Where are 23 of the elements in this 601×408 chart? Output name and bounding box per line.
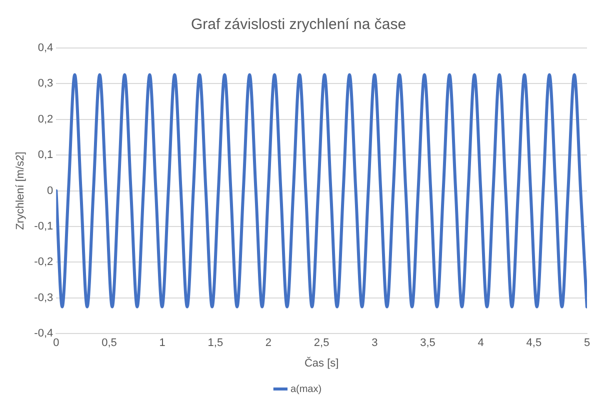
legend-label: a(max) xyxy=(290,384,322,395)
x-tick-label: 1 xyxy=(159,337,166,350)
y-tick-label: 0,2 xyxy=(38,113,54,126)
y-tick-label: -0,2 xyxy=(34,256,54,268)
x-axis-title: Čas [s] xyxy=(304,356,339,370)
x-tick-label: 4,5 xyxy=(526,337,542,350)
x-tick-label: 5 xyxy=(584,337,590,350)
y-tick-label: 0,1 xyxy=(38,149,54,162)
x-tick-label: 1,5 xyxy=(208,337,224,350)
y-tick-label: 0 xyxy=(47,184,54,197)
x-tick-label: 3 xyxy=(372,337,378,350)
x-tick-label: 4 xyxy=(478,337,484,350)
y-tick-label: -0,1 xyxy=(34,220,54,233)
x-tick-label: 3,5 xyxy=(420,337,436,350)
y-axis-title: Zrychlení [m/s2] xyxy=(14,152,27,230)
y-tick-label: 0,3 xyxy=(38,78,54,90)
y-tick-label: -0,4 xyxy=(34,328,54,340)
y-tick-label: -0,3 xyxy=(34,292,54,304)
x-tick-label: 2 xyxy=(265,337,272,350)
chart-title: Graf závislosti zrychlení na čase xyxy=(190,16,406,34)
y-tick-label: 0,4 xyxy=(38,42,54,54)
x-tick-label: 2,5 xyxy=(314,337,330,350)
x-tick-label: 0,5 xyxy=(102,337,117,350)
